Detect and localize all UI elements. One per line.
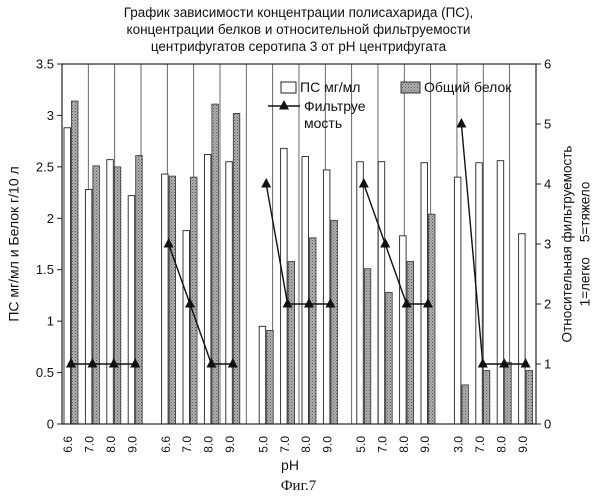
x-tick-label: 9.0 [125, 436, 139, 453]
x-tick-label: 8.0 [299, 436, 313, 453]
y-tick-label: 1.5 [36, 262, 54, 277]
y-tick-label: 3.5 [36, 57, 54, 72]
x-tick-label: 8.0 [202, 436, 216, 453]
x-tick-label: 5.0 [354, 436, 368, 453]
bar-ps [323, 170, 330, 424]
x-tick-label: 7.0 [83, 436, 97, 453]
y-right-tick-label: 4 [544, 177, 551, 192]
bar-protein [386, 292, 393, 424]
figure-caption: Фиг.7 [0, 478, 597, 495]
legend-protein-swatch [401, 82, 420, 93]
bar-protein [114, 167, 121, 424]
x-tick-label: 5.0 [256, 436, 270, 453]
x-tick-label: 9.0 [516, 436, 530, 453]
x-tick-label: 7.0 [278, 436, 292, 453]
bar-ps [421, 163, 428, 424]
bars [64, 101, 533, 424]
filterability-marker [456, 118, 466, 128]
bar-ps [519, 234, 526, 424]
bar-protein [526, 371, 533, 424]
legend: ПС мг/мл Общий белок Фильтруемость [268, 79, 512, 131]
bar-protein [72, 101, 79, 424]
bar-ps [302, 157, 309, 424]
x-tick-label: 8.0 [494, 436, 508, 453]
filterability-line [266, 184, 330, 304]
bar-ps [107, 160, 114, 424]
bar-protein [310, 238, 317, 424]
bar-ps [64, 128, 71, 424]
bar-ps [162, 174, 169, 424]
bar-protein [136, 156, 143, 424]
bar-protein [191, 177, 198, 424]
y-tick-label: 0.5 [36, 365, 54, 380]
bar-protein [331, 220, 338, 424]
x-tick-label: 6.6 [159, 436, 173, 453]
bar-protein [505, 362, 512, 424]
legend-filter-marker [279, 100, 289, 110]
x-tick-label: 9.0 [223, 436, 237, 453]
x-tick-label: 7.0 [473, 436, 487, 453]
x-tick-label: 8.0 [397, 436, 411, 453]
x-tick-label: 7.0 [180, 436, 194, 453]
y-axis-title: ПС мг/мл и Белок г/10 л [6, 166, 22, 321]
bar-ps [497, 161, 504, 424]
x-tick-label: 9.0 [418, 436, 432, 453]
bar-protein [288, 261, 295, 424]
x-tick-label: 9.0 [321, 436, 335, 453]
bar-ps [128, 196, 135, 424]
legend-protein-label: Общий белок [424, 79, 512, 95]
y-tick-label: 2 [47, 211, 54, 226]
bar-ps [85, 189, 92, 424]
x-axis-title: pH [281, 457, 299, 473]
bar-protein [93, 166, 100, 424]
bar-protein [169, 176, 176, 424]
x-tick-label: 8.0 [104, 436, 118, 453]
y-right-tick-label: 3 [544, 237, 551, 252]
bar-protein [407, 261, 414, 424]
bar-ps [378, 162, 385, 424]
legend-filter-label-1: Фильтруе [304, 98, 366, 114]
bar-protein [462, 385, 469, 424]
x-tick-label: 3.0 [452, 436, 466, 453]
y-right-tick-label: 6 [544, 57, 551, 72]
bar-ps [204, 155, 211, 424]
y-right-tick-label: 1 [544, 357, 551, 372]
y-right-tick-label: 5 [544, 117, 551, 132]
bar-ps [400, 236, 407, 424]
bar-ps [259, 326, 266, 424]
filterability-marker [261, 178, 271, 188]
bar-protein [429, 214, 436, 424]
y-tick-label: 2.5 [36, 159, 54, 174]
bar-ps [357, 162, 364, 424]
bar-ps [183, 231, 190, 424]
bar-protein [364, 269, 371, 424]
x-tick-label: 6.6 [61, 436, 75, 453]
bar-protein [212, 104, 219, 424]
grid [88, 64, 509, 424]
legend-filter-label-2: мость [304, 115, 342, 131]
filterability-line [169, 244, 233, 364]
y-right-axis-subtitle: 1=легко 5=тяжело [578, 182, 593, 307]
filterability-line [461, 124, 525, 364]
y-tick-label: 1 [47, 314, 54, 329]
bar-ps [454, 177, 461, 424]
legend-ps-swatch [281, 82, 296, 93]
x-tick-label: 7.0 [375, 436, 389, 453]
y-right-axis-title: Относительная фильтруемость [560, 146, 575, 343]
y-tick-label: 0 [47, 417, 54, 432]
y-right-tick-label: 0 [544, 417, 551, 432]
y-tick-label: 3 [47, 108, 54, 123]
bar-protein [483, 371, 490, 424]
y-right-tick-label: 2 [544, 297, 551, 312]
bar-protein [267, 330, 274, 424]
bar-protein [233, 113, 240, 424]
legend-ps-label: ПС мг/мл [300, 79, 360, 95]
bar-ps [226, 162, 233, 424]
filterability-line [364, 184, 428, 304]
